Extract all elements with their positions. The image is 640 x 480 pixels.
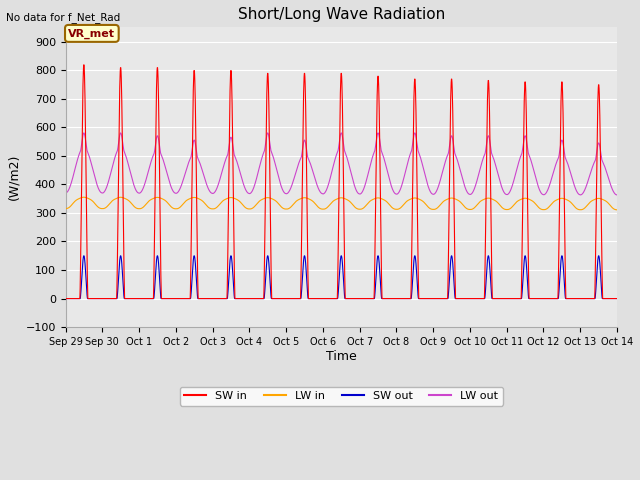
Legend: SW in, LW in, SW out, LW out: SW in, LW in, SW out, LW out xyxy=(180,386,503,406)
Title: Short/Long Wave Radiation: Short/Long Wave Radiation xyxy=(237,7,445,22)
Y-axis label: (W/m2): (W/m2) xyxy=(7,154,20,200)
X-axis label: Time: Time xyxy=(326,349,356,362)
Text: No data for f_Net_Rad: No data for f_Net_Rad xyxy=(6,12,121,23)
Text: VR_met: VR_met xyxy=(68,28,115,38)
